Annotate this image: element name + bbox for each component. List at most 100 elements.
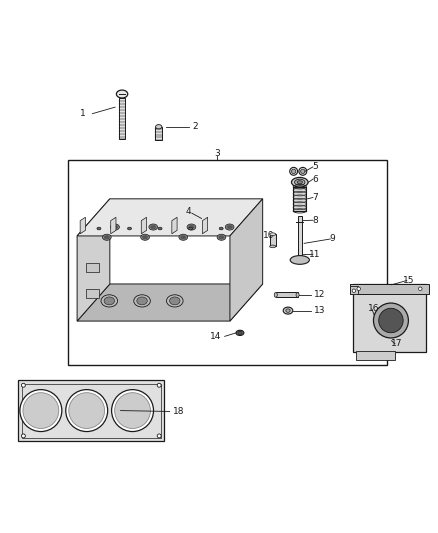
- Ellipse shape: [102, 234, 111, 240]
- Text: 10: 10: [263, 231, 275, 240]
- Ellipse shape: [297, 181, 302, 184]
- Text: 8: 8: [312, 216, 318, 225]
- Polygon shape: [77, 199, 110, 321]
- Ellipse shape: [69, 393, 105, 429]
- Bar: [119, 98, 125, 140]
- Text: 7: 7: [312, 193, 318, 202]
- Ellipse shape: [290, 167, 297, 175]
- Text: 12: 12: [314, 290, 325, 300]
- Ellipse shape: [20, 390, 62, 432]
- Ellipse shape: [270, 245, 276, 248]
- Bar: [276, 293, 297, 297]
- Text: 2: 2: [193, 122, 198, 131]
- Ellipse shape: [101, 295, 117, 307]
- Text: 4: 4: [186, 207, 191, 216]
- Ellipse shape: [238, 332, 242, 334]
- Ellipse shape: [300, 169, 305, 174]
- Ellipse shape: [286, 309, 290, 312]
- Ellipse shape: [357, 287, 360, 290]
- Ellipse shape: [283, 307, 293, 314]
- Bar: [353, 284, 426, 352]
- Ellipse shape: [117, 90, 128, 98]
- Polygon shape: [141, 217, 147, 234]
- Bar: [270, 234, 276, 246]
- Ellipse shape: [187, 224, 196, 230]
- Ellipse shape: [66, 390, 108, 432]
- Ellipse shape: [352, 289, 356, 293]
- Ellipse shape: [236, 330, 244, 335]
- Ellipse shape: [157, 383, 161, 387]
- Bar: [85, 263, 99, 272]
- Text: 18: 18: [173, 407, 185, 416]
- Text: 11: 11: [309, 250, 321, 259]
- Bar: [298, 216, 301, 260]
- Polygon shape: [77, 199, 263, 236]
- Ellipse shape: [290, 256, 309, 264]
- Ellipse shape: [189, 227, 193, 230]
- Text: 15: 15: [403, 276, 415, 285]
- Ellipse shape: [137, 297, 147, 305]
- Bar: [68, 159, 387, 365]
- Ellipse shape: [151, 225, 156, 229]
- Ellipse shape: [104, 297, 115, 305]
- Bar: [85, 289, 99, 298]
- Ellipse shape: [179, 234, 187, 240]
- Ellipse shape: [217, 234, 226, 240]
- Polygon shape: [111, 217, 116, 234]
- Bar: [293, 187, 306, 211]
- Text: 9: 9: [330, 235, 336, 244]
- Bar: [21, 384, 161, 438]
- Ellipse shape: [97, 227, 101, 230]
- Text: 16: 16: [368, 304, 380, 313]
- Ellipse shape: [299, 167, 307, 175]
- Ellipse shape: [274, 293, 277, 297]
- Ellipse shape: [225, 224, 234, 230]
- Ellipse shape: [374, 303, 408, 338]
- Ellipse shape: [170, 297, 180, 305]
- Text: 3: 3: [214, 149, 220, 158]
- Text: 17: 17: [392, 340, 403, 348]
- Ellipse shape: [127, 227, 131, 230]
- Bar: [18, 380, 164, 441]
- Ellipse shape: [180, 236, 186, 239]
- Bar: [155, 127, 162, 140]
- Polygon shape: [172, 217, 177, 234]
- Text: 1: 1: [80, 109, 86, 118]
- Ellipse shape: [111, 224, 120, 230]
- Ellipse shape: [294, 179, 305, 185]
- Ellipse shape: [157, 434, 161, 438]
- Text: 6: 6: [312, 175, 318, 184]
- Ellipse shape: [270, 233, 276, 236]
- Ellipse shape: [219, 227, 223, 230]
- Ellipse shape: [379, 308, 403, 333]
- Ellipse shape: [419, 287, 422, 290]
- Ellipse shape: [115, 393, 150, 429]
- Ellipse shape: [291, 177, 308, 187]
- Text: 5: 5: [312, 163, 318, 172]
- Ellipse shape: [141, 234, 149, 240]
- Text: 14: 14: [210, 332, 221, 341]
- Bar: [356, 351, 395, 360]
- Ellipse shape: [291, 169, 296, 174]
- Polygon shape: [80, 217, 85, 234]
- Ellipse shape: [21, 383, 25, 387]
- Polygon shape: [202, 217, 208, 234]
- Ellipse shape: [227, 225, 232, 229]
- Polygon shape: [77, 284, 263, 321]
- Ellipse shape: [21, 434, 25, 438]
- Text: 13: 13: [314, 306, 326, 315]
- Ellipse shape: [166, 295, 183, 307]
- Ellipse shape: [142, 236, 148, 239]
- Ellipse shape: [149, 224, 158, 230]
- Bar: [350, 284, 429, 294]
- Ellipse shape: [134, 295, 150, 307]
- Bar: [350, 286, 358, 294]
- Ellipse shape: [112, 390, 153, 432]
- Ellipse shape: [155, 125, 162, 129]
- Ellipse shape: [219, 236, 224, 239]
- Polygon shape: [230, 199, 263, 321]
- Ellipse shape: [104, 236, 110, 239]
- Ellipse shape: [189, 225, 194, 229]
- Ellipse shape: [113, 225, 118, 229]
- Ellipse shape: [23, 393, 59, 429]
